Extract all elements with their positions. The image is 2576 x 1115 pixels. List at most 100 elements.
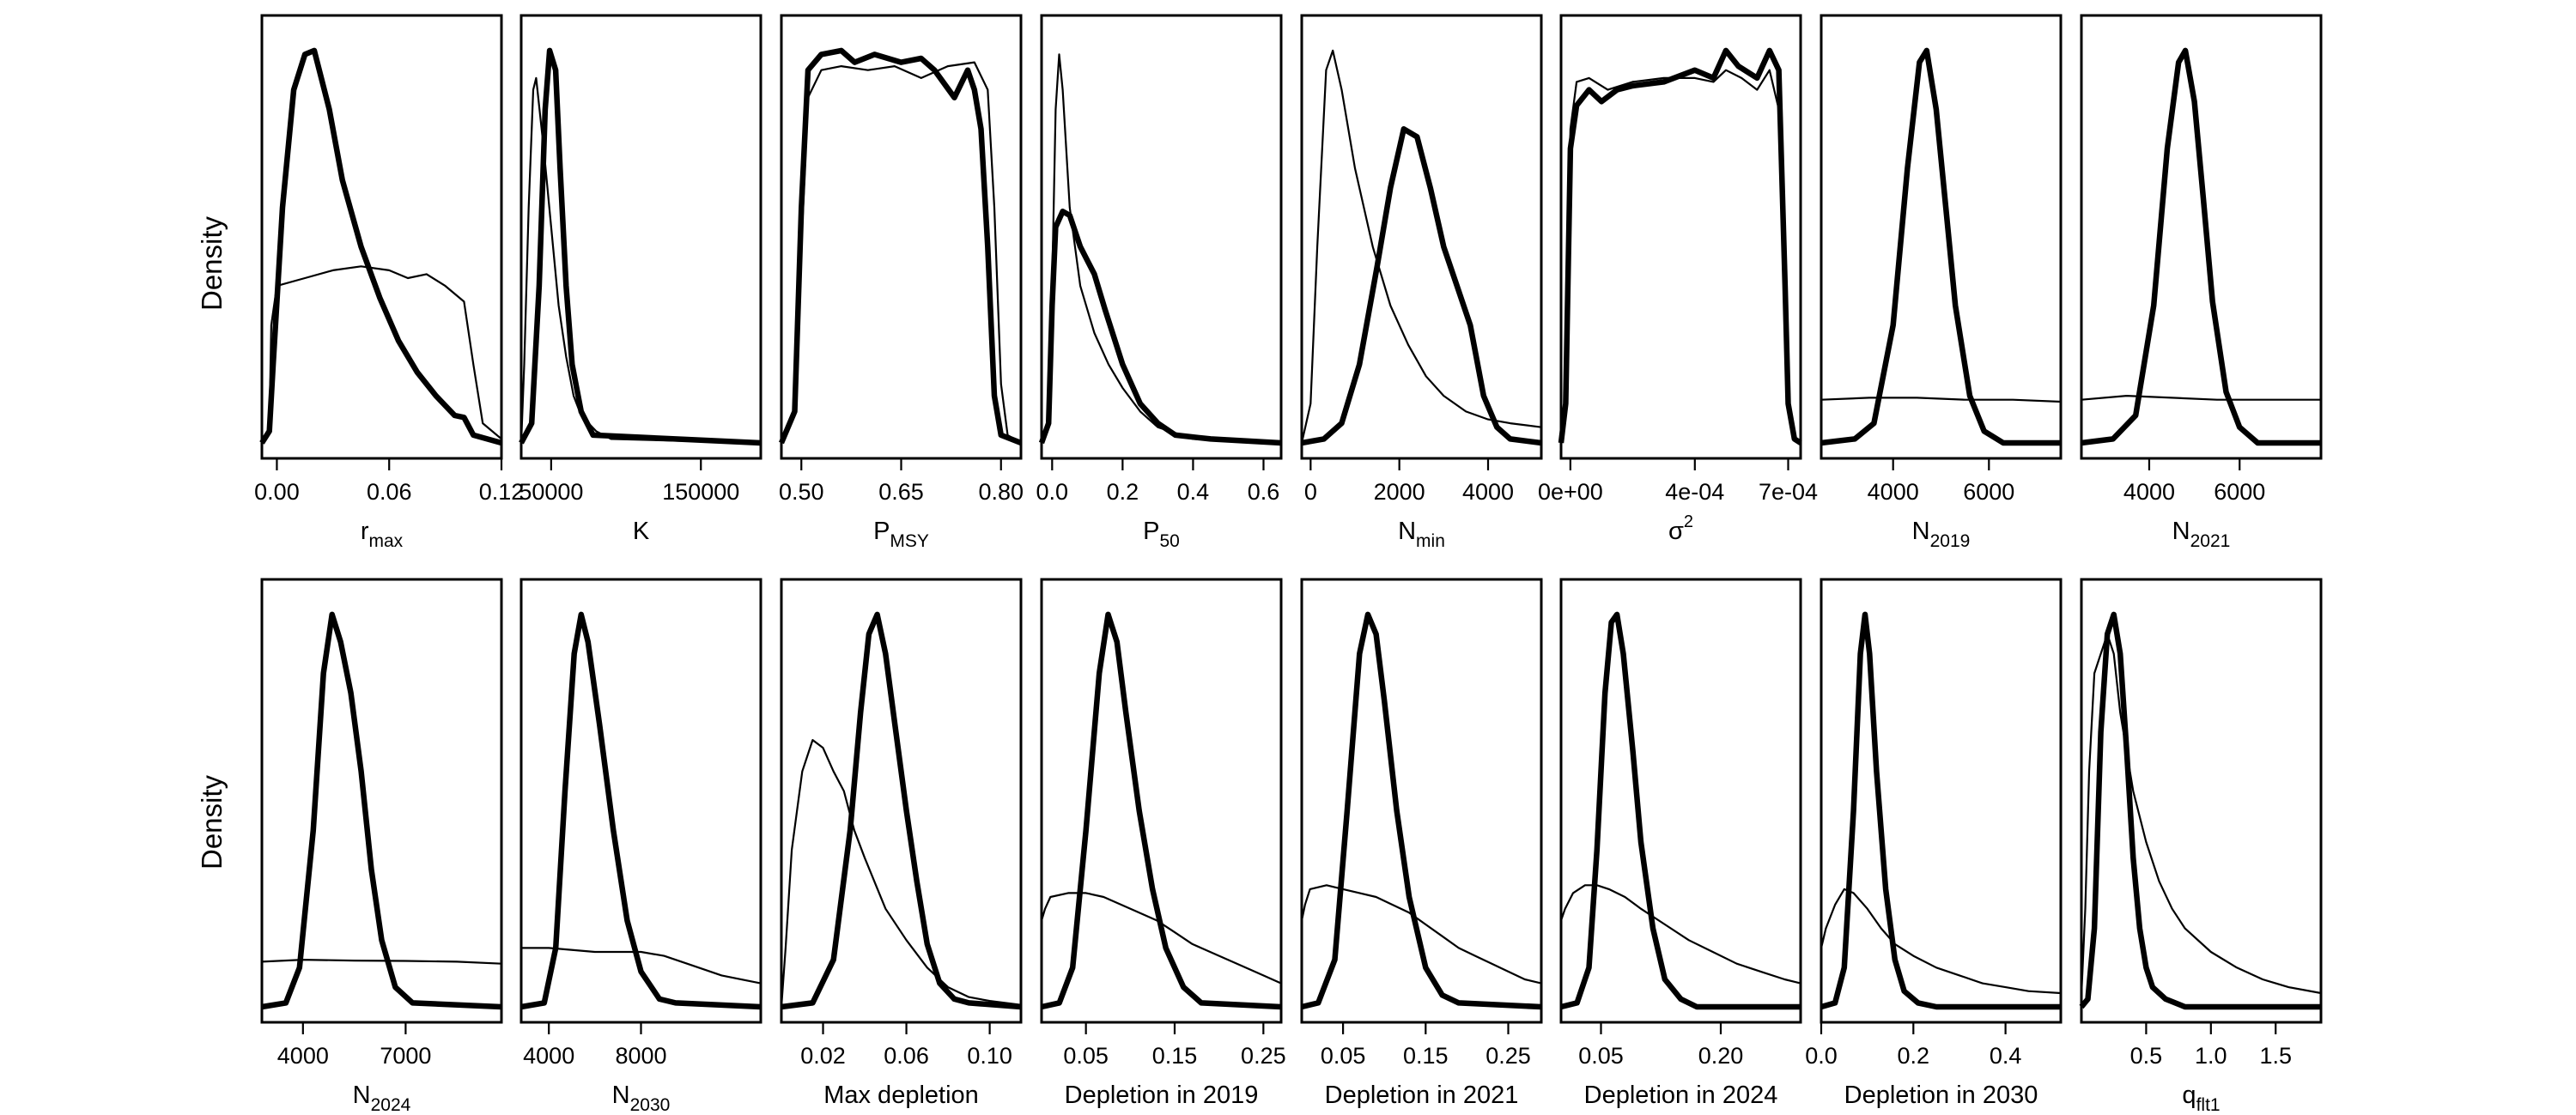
x-tick-label: 0: [1304, 479, 1317, 505]
prior-density-curve: [261, 265, 502, 444]
x-tick-label: 0.25: [1241, 1043, 1286, 1069]
x-tick-label: 0.2: [1898, 1043, 1930, 1069]
x-axis-label: N2019: [1912, 518, 1971, 551]
x-tick-label: 1.5: [2259, 1043, 2292, 1069]
x-tick-label: 4000: [523, 1043, 574, 1069]
x-tick-label: 7e-04: [1759, 479, 1818, 505]
x-tick-label: 0.06: [884, 1043, 929, 1069]
posterior-density-curve: [781, 611, 1022, 1010]
posterior-density-curve: [1560, 611, 1801, 1010]
x-axis-label: K: [633, 518, 650, 545]
panel-frame: [1040, 578, 1283, 1024]
panel-frame: [1040, 14, 1283, 460]
x-tick-label: 0.15: [1403, 1043, 1449, 1069]
posterior-density-curve: [1041, 611, 1282, 1010]
panel-frame: [1559, 578, 1802, 1024]
x-axis-label: PMSY: [873, 518, 929, 551]
x-tick-label: 0.12: [479, 479, 525, 505]
prior-density-curve: [1300, 49, 1542, 444]
panel-frame: [519, 578, 762, 1024]
x-tick-label: 0.02: [800, 1043, 846, 1069]
panel-n2019: 4000 6000 N2019: [1820, 14, 2063, 551]
panel-frame: [519, 14, 762, 460]
x-axis-label: Nmin: [1398, 518, 1445, 551]
prior-density-curve: [261, 959, 502, 965]
prior-density-curve: [1559, 884, 1801, 985]
x-axis-label: P50: [1143, 518, 1180, 551]
x-tick-label: 0.4: [1177, 479, 1210, 505]
x-tick-label: 4000: [1462, 479, 1514, 505]
prior-density-curve: [2081, 395, 2321, 401]
x-axis-label: Depletion in 2030: [1844, 1082, 2038, 1109]
panel-n2030: 4000 8000 N2030: [519, 578, 762, 1115]
panel-pmsy: 0.50 0.65 0.80 PMSY: [779, 14, 1024, 551]
posterior-density-curve: [1820, 611, 2061, 1010]
panel-max-depletion: 0.02 0.06 0.10 Max depletion: [780, 578, 1023, 1109]
x-axis-label: qflt1: [2182, 1082, 2220, 1115]
prior-density-curve: [1820, 397, 2062, 403]
panel-qflt1: 0.5 1.0 1.5 qflt1: [2079, 578, 2323, 1115]
x-tick-label: 0.20: [1698, 1043, 1744, 1069]
x-axis-label: N2021: [2172, 518, 2231, 551]
x-tick-label: 50000: [519, 479, 583, 505]
x-axis-label: N2030: [612, 1082, 671, 1115]
panel-frame: [260, 14, 503, 460]
panel-frame: [1300, 578, 1543, 1024]
posterior-density-curve: [261, 611, 502, 1010]
x-tick-label: 0.05: [1321, 1043, 1366, 1069]
x-axis-label: rmax: [361, 518, 404, 551]
x-tick-label: 0.6: [1248, 479, 1280, 505]
x-tick-label: 4000: [1868, 479, 1919, 505]
panel-rmax: 0.00 0.06 0.12 rmax: [254, 14, 525, 551]
panel-k: 50000 150000 K: [519, 14, 762, 545]
panel-n2024: 4000 7000 N2024: [260, 578, 503, 1115]
x-tick-label: 6000: [2214, 479, 2265, 505]
panel-frame: [2080, 14, 2323, 460]
panel-frame: [1559, 14, 1802, 460]
posterior-density-curve: [1558, 47, 1802, 445]
posterior-density-curve: [2079, 611, 2321, 1010]
panel-frame: [1820, 578, 2063, 1024]
x-tick-label: 0.00: [254, 479, 300, 505]
posterior-density-curve: [1820, 47, 2061, 446]
x-axis-label: N2024: [353, 1082, 411, 1115]
y-axis-label-bottom-row: Density: [196, 774, 228, 870]
x-axis-label: Depletion in 2021: [1325, 1082, 1519, 1109]
x-tick-label: 1.0: [2195, 1043, 2227, 1069]
prior-density-curve: [1040, 53, 1282, 445]
prior-density-curve: [2080, 633, 2322, 996]
x-tick-label: 0e+00: [1538, 479, 1603, 505]
panel-frame: [1820, 14, 2063, 460]
prior-density-curve: [780, 61, 1022, 444]
prior-density-curve: [1040, 892, 1282, 985]
x-tick-label: 150000: [662, 479, 739, 505]
x-tick-label: 0.06: [367, 479, 412, 505]
x-tick-label: 0.0: [1805, 1043, 1838, 1069]
posterior-density-curve: [1301, 126, 1542, 446]
x-axis-label: Max depletion: [823, 1082, 979, 1109]
panel-sq: 0e+00 4e-04 7e-04 σ2: [1538, 14, 1818, 545]
panel-frame: [2080, 578, 2323, 1024]
panel-depletion-in-2021: 0.05 0.15 0.25 Depletion in 2021: [1300, 578, 1543, 1109]
x-tick-label: 0.65: [878, 479, 924, 505]
x-tick-label: 4e-04: [1665, 479, 1724, 505]
posterior-density-curve: [519, 47, 762, 446]
x-tick-label: 0.5: [2130, 1043, 2163, 1069]
panel-frame: [1300, 14, 1543, 460]
x-tick-label: 0.50: [779, 479, 824, 505]
prior-density-curve: [780, 739, 1022, 1008]
x-tick-label: 0.0: [1036, 479, 1069, 505]
x-tick-label: 0.15: [1152, 1043, 1198, 1069]
x-tick-label: 0.05: [1063, 1043, 1109, 1069]
posterior-density-curve: [520, 611, 762, 1010]
x-tick-label: 4000: [277, 1043, 329, 1069]
panel-depletion-in-2030: 0.0 0.2 0.4 Depletion in 2030: [1805, 578, 2063, 1109]
posterior-density-curve: [1301, 611, 1542, 1010]
x-tick-label: 0.2: [1107, 479, 1139, 505]
prior-density-curve: [519, 76, 762, 445]
x-tick-label: 0.05: [1578, 1043, 1624, 1069]
panel-frame: [260, 578, 503, 1024]
x-tick-label: 6000: [1963, 479, 2014, 505]
